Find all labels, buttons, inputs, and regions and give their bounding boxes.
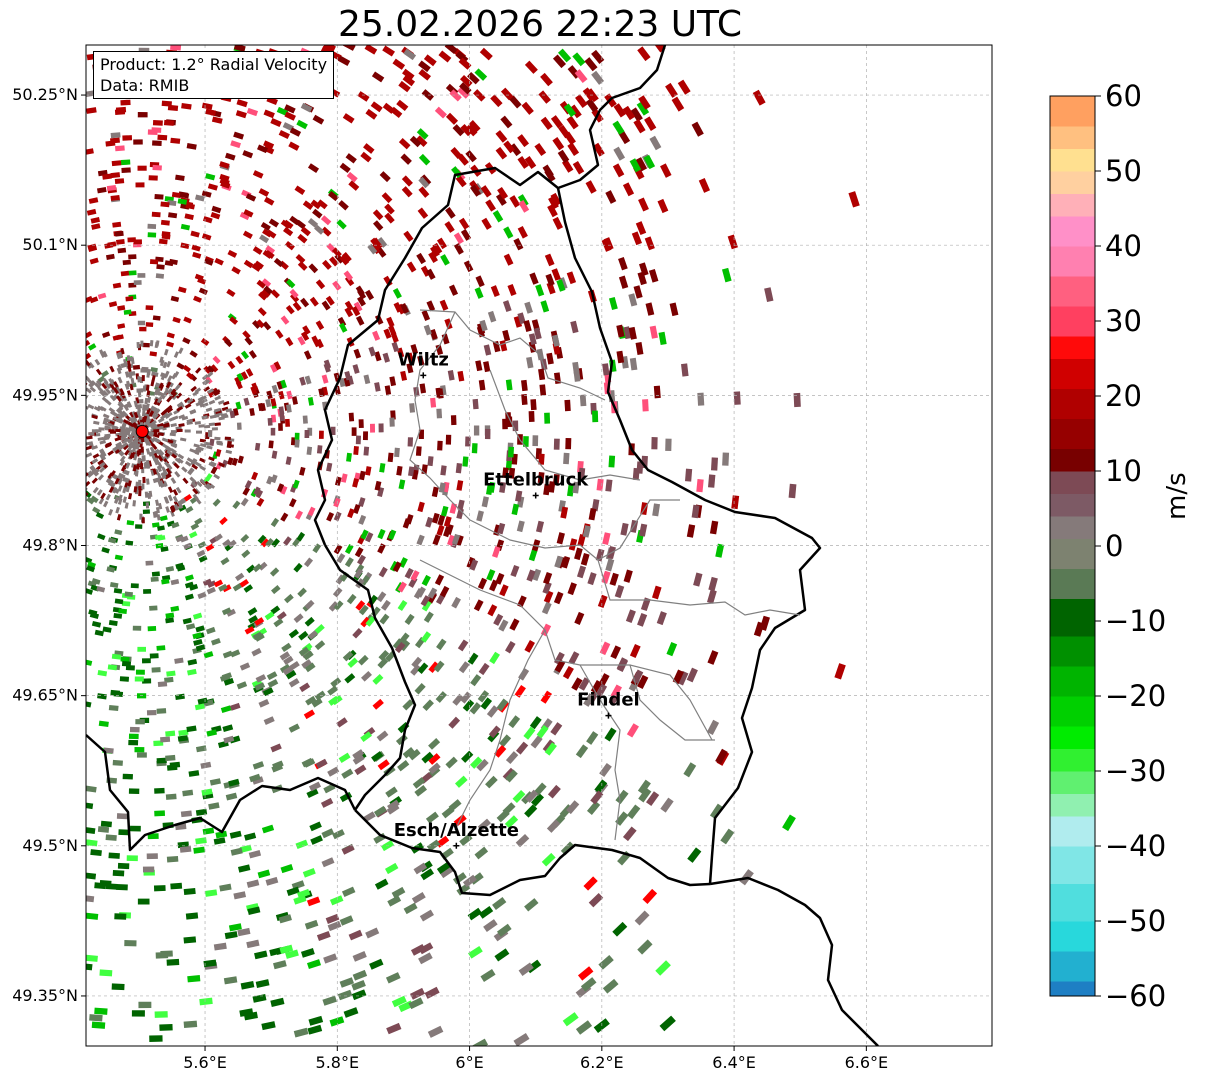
map-title: 25.02.2026 22:23 UTC [337,4,743,45]
colorbar-segment [1050,246,1095,277]
lat-tick-label: 50.1°N [22,235,78,254]
lat-tick-label: 49.65°N [12,686,78,705]
colorbar-segment [1050,216,1095,247]
city-markers: Wiltz Ettelbruck Findel Esch/Alzette [394,349,640,849]
colorbar-tick-label: −10 [1105,604,1166,638]
colorbar-tick-label: 20 [1105,379,1142,413]
radar-site-marker [135,424,149,438]
lon-tick-label: 6.4°E [712,1053,756,1072]
colorbar-segment [1050,696,1095,727]
lon-tick-label: 5.6°E [183,1053,227,1072]
colorbar-segment [1050,981,1095,997]
lat-tick-label: 49.35°N [12,986,78,1005]
colorbar-segment [1050,846,1095,884]
city-cross-icon [453,842,460,849]
colorbar-tick-label: −50 [1105,904,1166,938]
city-marker: Esch/Alzette [394,820,519,849]
lon-tick-label: 5.8°E [316,1053,360,1072]
city-cross-icon [420,372,427,379]
colorbar-tick-label: 40 [1105,229,1142,263]
colorbar-segment [1050,816,1095,847]
colorbar-segment [1050,388,1095,419]
colorbar-tick-label: 30 [1105,304,1142,338]
city-cross-icon [532,492,539,499]
colorbar-tick-label: 60 [1105,79,1142,113]
border-lu-fr [354,809,711,897]
lat-tick-label: 49.95°N [12,385,78,404]
map-gridlines [86,45,992,1046]
colorbar-segment [1050,358,1095,389]
city-label: Findel [577,690,640,711]
border-de-fr [709,876,879,1046]
lat-tick-label: 49.5°N [22,836,78,855]
colorbar-segment [1050,448,1095,472]
colorbar-tick-label: 50 [1105,154,1142,188]
colorbar-segment [1050,748,1095,772]
border-lu-de [556,187,822,885]
colorbar-segment [1050,951,1095,982]
lon-tick-label: 6.2°E [580,1053,624,1072]
border-be-de-north [313,45,667,546]
colorbar [1049,95,1096,997]
colorbar-segment [1050,418,1095,449]
colorbar-segment [1050,516,1095,539]
lon-tick-label: 6°E [455,1053,483,1072]
lat-axis-ticks: 50.25°N 50.1°N 49.95°N 49.8°N 49.65°N 49.5°N 4… [12,85,86,1005]
border-be-lu-west [323,544,417,811]
colorbar-tick-label: 10 [1105,454,1142,488]
colorbar-segment [1050,306,1095,337]
colorbar-segment [1050,726,1095,749]
radar-echo-layer [86,45,860,1046]
colorbar-segment [1050,771,1095,794]
canton-borders [409,309,801,841]
colorbar-segment [1050,636,1095,667]
border-be-fr [86,734,357,852]
city-label: Esch/Alzette [394,820,519,841]
data-source-label: Data: RMIB [100,76,190,95]
colorbar-segment [1050,666,1095,697]
lon-tick-label: 6.6°E [845,1053,889,1072]
city-marker: Findel [577,690,640,719]
lat-tick-label: 49.8°N [22,536,78,555]
colorbar-segment [1050,336,1095,359]
colorbar-tick-label: −60 [1105,979,1166,1013]
colorbar-tick-label: −40 [1105,829,1166,863]
colorbar-tick-label: −20 [1105,679,1166,713]
product-label: Product: 1.2° Radial Velocity [100,55,328,74]
city-label: Wiltz [398,349,449,370]
colorbar-segment [1050,493,1095,517]
colorbar-segment [1050,276,1095,307]
city-marker: Wiltz [398,349,449,379]
colorbar-segment [1050,471,1095,494]
colorbar-ticks: 60 50 40 30 20 10 0 −10 −20 −30 −40 −50 −60 [1095,79,1166,1013]
lon-axis-ticks: 5.6°E 5.8°E 6°E 6.2°E 6.4°E 6.6°E [183,1046,888,1072]
colorbar-segment [1050,193,1095,217]
colorbar-segment [1050,96,1095,127]
colorbar-tick-label: 0 [1105,529,1123,563]
colorbar-segment [1050,883,1095,922]
colorbar-unit-label: m/s [1162,472,1192,520]
city-label: Ettelbruck [483,469,589,490]
colorbar-segment [1050,538,1095,569]
lat-tick-label: 50.25°N [12,85,78,104]
colorbar-segment [1050,171,1095,194]
city-cross-icon [605,712,612,719]
colorbar-segment [1050,793,1095,817]
colorbar-segment [1050,568,1095,599]
city-marker: Ettelbruck [483,469,589,499]
colorbar-segment [1050,921,1095,952]
colorbar-segment [1050,598,1095,637]
colorbar-segment [1050,126,1095,149]
product-info-box: Product: 1.2° Radial Velocity Data: RMIB [93,51,335,99]
colorbar-segment [1050,148,1095,172]
colorbar-tick-label: −30 [1105,754,1166,788]
country-borders [86,45,879,1046]
